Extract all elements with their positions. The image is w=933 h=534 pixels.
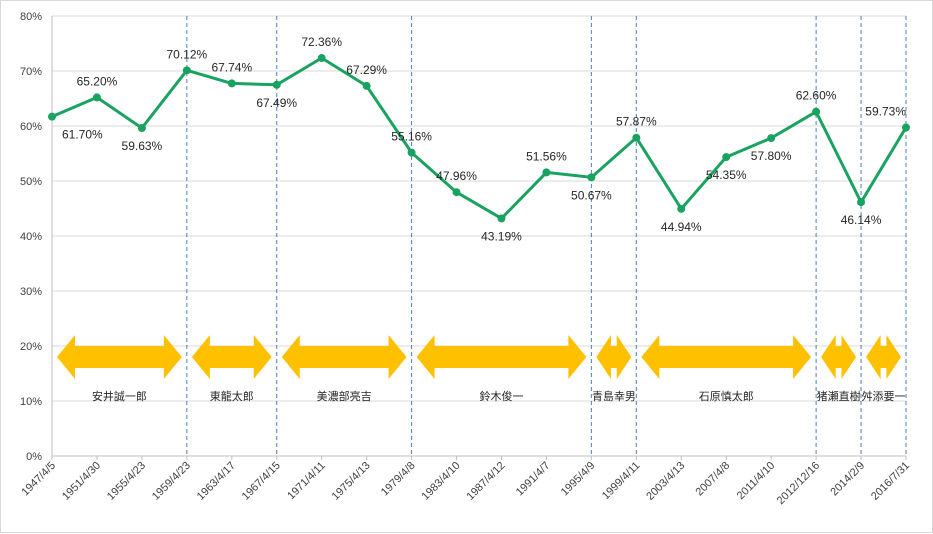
data-label: 59.73% xyxy=(865,104,906,118)
y-tick-label: 10% xyxy=(20,396,42,408)
data-point xyxy=(632,133,641,142)
mayor-name-label: 猪瀬直樹 xyxy=(817,389,861,403)
x-tick-label: 1991/4/7 xyxy=(514,460,553,499)
data-point xyxy=(407,148,416,157)
x-axis-ticks: 1947/4/5 1951/4/30 1955/4/23 1959/4/23 1963/… xyxy=(19,456,912,507)
data-point xyxy=(362,81,371,90)
data-label: 44.94% xyxy=(661,220,702,234)
data-label: 57.80% xyxy=(751,149,792,163)
data-point xyxy=(452,188,461,197)
y-tick-label: 80% xyxy=(20,11,42,23)
data-label: 62.60% xyxy=(796,89,837,103)
gridlines xyxy=(51,15,906,457)
mayor-name-label: 青島幸男 xyxy=(592,389,636,403)
x-tick-label: 1987/4/12 xyxy=(465,460,508,503)
data-point xyxy=(767,134,776,143)
data-point xyxy=(587,173,596,182)
data-point xyxy=(902,123,910,132)
data-point xyxy=(227,79,236,88)
data-label: 67.29% xyxy=(346,63,387,77)
y-tick-label: 60% xyxy=(20,121,42,133)
y-tick-label: 50% xyxy=(20,176,42,188)
data-point xyxy=(272,80,281,89)
data-point xyxy=(542,168,551,177)
mayor-term-arrow xyxy=(866,335,901,379)
data-label: 51.56% xyxy=(526,149,567,163)
mayor-term-arrow xyxy=(57,335,182,379)
x-tick-label: 2011/4/10 xyxy=(735,460,778,503)
data-label: 65.20% xyxy=(77,74,118,88)
x-tick-label: 2014/2/9 xyxy=(828,460,867,499)
x-tick-label: 1975/4/13 xyxy=(330,460,373,503)
y-tick-label: 0% xyxy=(26,451,42,463)
turnout-series xyxy=(48,54,910,223)
mayor-name-label: 安井誠一郎 xyxy=(92,389,147,403)
x-tick-label: 1995/4/9 xyxy=(559,460,598,499)
data-point xyxy=(722,153,731,162)
data-point xyxy=(857,198,866,207)
turnout-line xyxy=(51,56,908,220)
x-tick-label: 2007/4/8 xyxy=(694,460,733,499)
data-label: 57.87% xyxy=(616,115,657,129)
mayor-term-arrow xyxy=(641,335,812,379)
mayor-term-arrow xyxy=(821,335,857,379)
data-label: 54.35% xyxy=(706,168,747,182)
data-point xyxy=(48,112,56,121)
x-tick-label: 1967/4/15 xyxy=(240,460,283,503)
x-tick-label: 1959/4/23 xyxy=(150,460,193,503)
mayor-name-label: 美濃部亮吉 xyxy=(317,389,372,403)
mayor-name-label: 石原慎太郎 xyxy=(699,389,754,403)
mayor-name-label: 舛添要一 xyxy=(862,389,906,403)
data-point xyxy=(137,124,146,133)
mayor-term-arrow xyxy=(416,335,587,379)
x-tick-label: 1955/4/23 xyxy=(105,460,148,503)
x-tick-label: 1971/4/11 xyxy=(285,460,328,503)
data-label: 67.49% xyxy=(256,96,297,110)
x-tick-label: 1999/4/11 xyxy=(600,460,643,503)
mayor-term-arrow xyxy=(596,335,632,379)
data-point xyxy=(497,214,506,223)
data-point xyxy=(182,66,191,75)
y-axis-ticks: 0% 10% 20% 30% 40% 50% 60% 70% 80% xyxy=(20,11,42,463)
data-label: 47.96% xyxy=(436,169,477,183)
y-tick-label: 30% xyxy=(20,286,42,298)
data-point xyxy=(677,204,686,213)
mayor-name-label: 鈴木俊一 xyxy=(479,389,523,403)
x-tick-label: 2003/4/13 xyxy=(644,460,687,503)
mayor-name-label: 東龍太郎 xyxy=(210,389,254,403)
y-tick-label: 40% xyxy=(20,231,42,243)
x-tick-label: 1951/4/30 xyxy=(60,460,103,503)
y-tick-label: 70% xyxy=(20,66,42,78)
data-label: 46.14% xyxy=(841,213,882,227)
data-labels: 61.70% 65.20% 59.63% 70.12% 67.74% 67.49% 72.3… xyxy=(62,35,906,243)
data-point xyxy=(812,107,821,116)
x-tick-label: 1979/4/8 xyxy=(379,460,418,499)
data-point xyxy=(92,93,101,102)
data-label: 70.12% xyxy=(166,47,207,61)
mayor-term-arrows: 安井誠一郎 東龍太郎 美濃部亮吉 鈴木俊一 青島幸男 石原慎太郎 猪瀬直樹 舛添要一 xyxy=(57,335,906,403)
data-label: 67.74% xyxy=(211,60,252,74)
mayor-term-arrow xyxy=(281,335,407,379)
y-tick-label: 20% xyxy=(20,341,42,353)
x-tick-label: 2016/7/31 xyxy=(869,460,912,503)
data-label: 55.16% xyxy=(391,130,432,144)
data-label: 61.70% xyxy=(62,128,103,142)
x-tick-label: 1947/4/5 xyxy=(19,460,58,499)
x-tick-label: 1983/4/10 xyxy=(420,460,463,503)
data-label: 50.67% xyxy=(571,188,612,202)
data-label: 43.19% xyxy=(481,229,522,243)
mayor-term-arrow xyxy=(191,335,272,379)
x-tick-label: 1963/4/17 xyxy=(195,460,238,503)
data-label: 59.63% xyxy=(122,139,163,153)
data-label: 72.36% xyxy=(301,35,342,49)
data-point xyxy=(317,54,326,63)
x-tick-label: 2012/12/16 xyxy=(775,460,822,507)
term-dividers xyxy=(186,16,907,456)
